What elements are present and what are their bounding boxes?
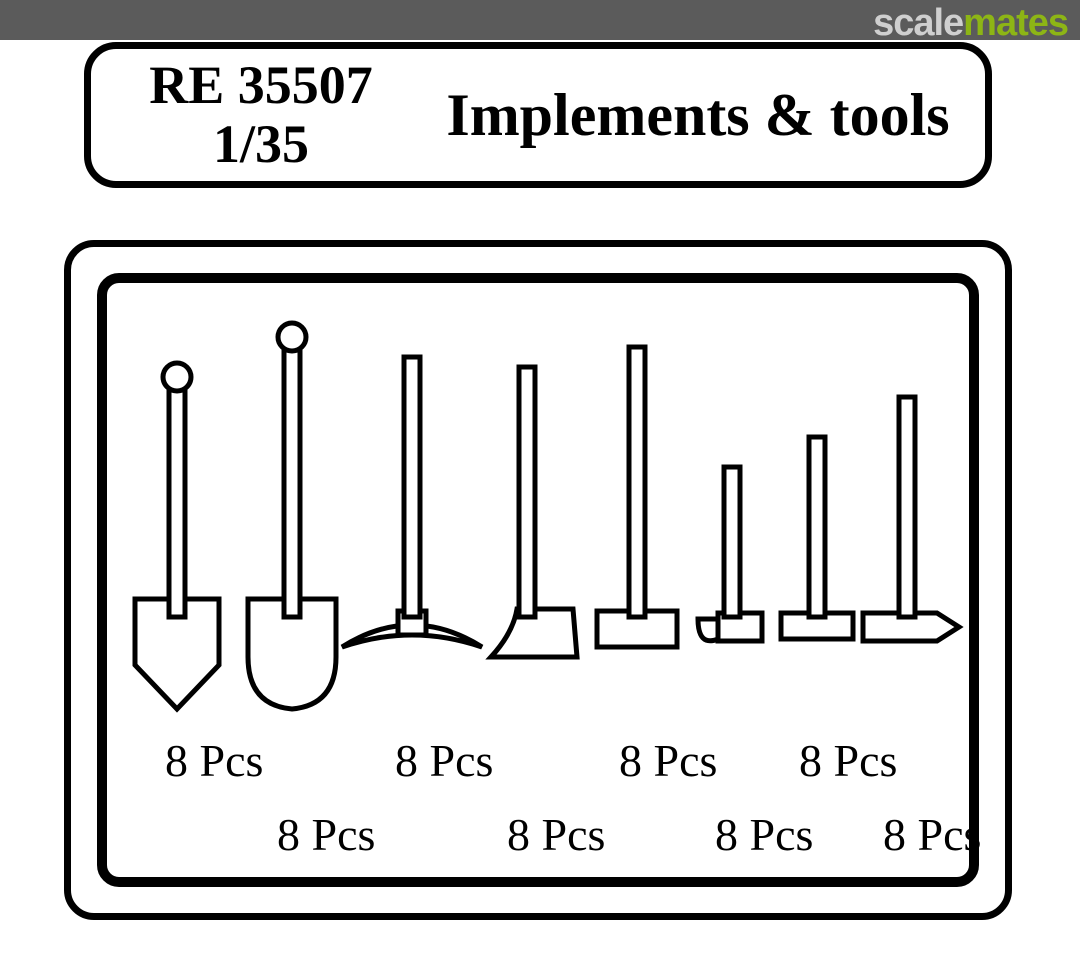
pcs-label-sledge-tall: 8 Pcs <box>619 734 717 787</box>
product-sku: RE 35507 <box>91 56 431 115</box>
inner-frame: 8 Pcs 8 Pcs 8 Pcs 8 Pcs 8 Pcs 8 Pcs <box>97 273 979 887</box>
content-box: 8 Pcs 8 Pcs 8 Pcs 8 Pcs 8 Pcs 8 Pcs <box>64 240 1012 920</box>
pcs-label-hammer-point: 8 Pcs <box>883 808 981 861</box>
pcs-label-hammer-small: 8 Pcs <box>715 808 813 861</box>
pcs-label-pickaxe: 8 Pcs <box>395 734 493 787</box>
header-box: RE 35507 1/35 Implements & tools <box>84 42 992 188</box>
watermark: scalemates <box>873 2 1068 45</box>
tool-hammer-point-icon <box>827 377 987 717</box>
product-scale: 1/35 <box>91 115 431 174</box>
watermark-part1: scale <box>873 2 963 44</box>
product-title: Implements & tools <box>431 81 985 150</box>
pcs-label-axe: 8 Pcs <box>507 808 605 861</box>
watermark-part2: mates <box>963 2 1068 44</box>
header-left: RE 35507 1/35 <box>91 56 431 175</box>
pcs-label-hammer-mid: 8 Pcs <box>799 734 897 787</box>
pcs-label-spade-pointed: 8 Pcs <box>165 734 263 787</box>
pcs-label-spade-round: 8 Pcs <box>277 808 375 861</box>
